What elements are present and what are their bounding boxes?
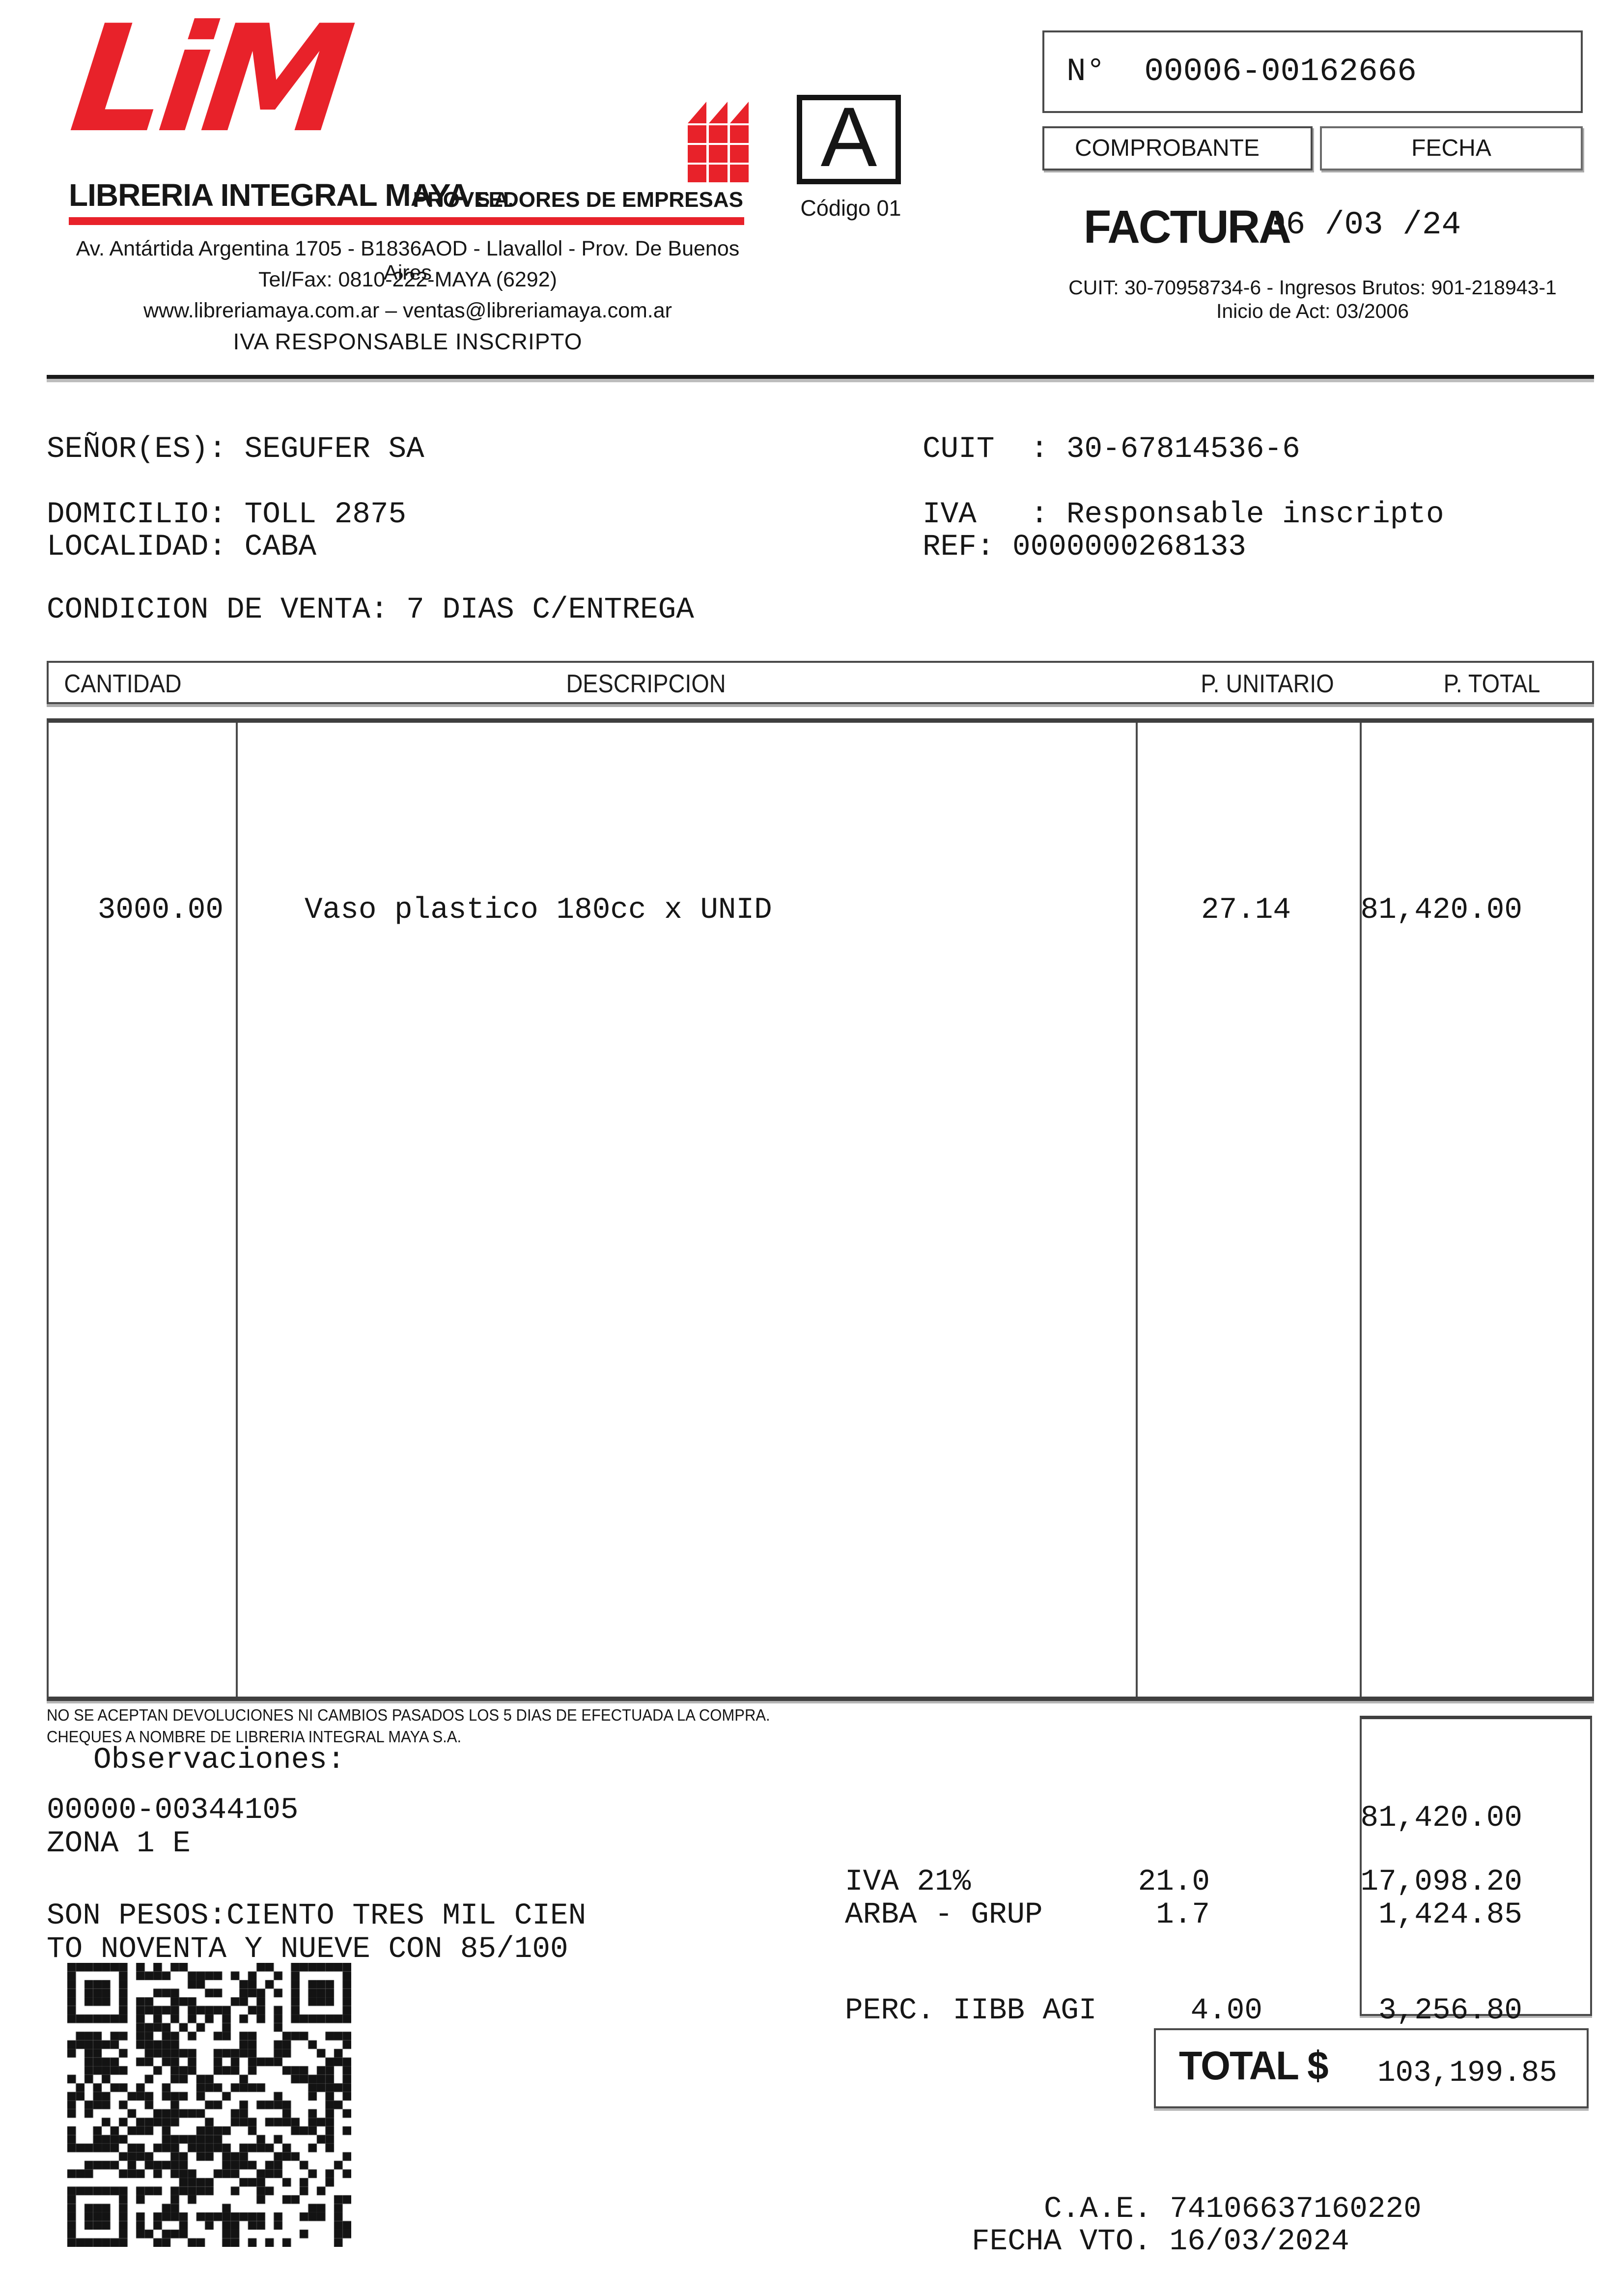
comprobante-label: COMPROBANTE [1075, 135, 1260, 161]
document-date: 06 /03 /24 [1266, 206, 1461, 243]
tax-amount: 1,424.85 [1378, 1898, 1522, 1932]
sale-condition-line: CONDICION DE VENTA: 7 DIAS C/ENTREGA [47, 593, 694, 627]
company-iva-status: IVA RESPONSABLE INSCRIPTO [233, 329, 583, 354]
row-ptotal: 81,420.00 [1360, 893, 1522, 927]
row-punitario: 27.14 [1201, 893, 1291, 927]
fecha-label: FECHA [1411, 135, 1491, 161]
column-header-cantidad: CANTIDAD [64, 670, 182, 698]
amount-in-words-line2: TO NOVENTA Y NUEVE CON 85/100 [47, 1932, 568, 1966]
column-header-punitario: P. UNITARIO [1201, 670, 1334, 698]
customer-iva-line: IVA : Responsable inscripto [923, 498, 1444, 532]
totals-column-box [1360, 1716, 1592, 2016]
total-value: 103,199.85 [1377, 2056, 1557, 2090]
customer-ref-line: REF: 0000000268133 [923, 530, 1246, 564]
customer-city-line: LOCALIDAD: CABA [47, 530, 317, 564]
column-header-ptotal: P. TOTAL [1443, 670, 1540, 698]
company-name-line: LIBRERIA INTEGRAL MAYA S.A. [69, 177, 513, 213]
company-web: www.libreriamaya.com.ar – ventas@libreri… [143, 299, 672, 322]
document-type-title: FACTURA [1084, 201, 1291, 253]
returns-notice-line1: NO SE ACEPTAN DEVOLUCIONES NI CAMBIOS PA… [47, 1706, 770, 1724]
cae-due-date-line: FECHA VTO. 16/03/2024 [972, 2225, 1349, 2259]
tax-rate: 4.00 [1190, 1994, 1262, 2028]
total-box [1154, 2028, 1589, 2108]
internal-reference-number: 00000-00344105 [47, 1793, 299, 1827]
table-body-box [47, 718, 1594, 1701]
tax-rate: 1.7 [1156, 1898, 1210, 1932]
amount-in-words-line1: SON PESOS:CIENTO TRES MIL CIEN [47, 1899, 587, 1933]
column-header-descripcion: DESCRIPCION [566, 670, 726, 698]
invoice-letter-code: Código 01 [800, 196, 901, 221]
table-column-line-2 [1136, 723, 1138, 1697]
comprobante-box: COMPROBANTE [1042, 126, 1313, 170]
invoice-letter-box: A [797, 95, 901, 184]
tax-label: IVA 21% [845, 1865, 971, 1899]
zone-label: ZONA 1 E [47, 1827, 191, 1861]
company-cuit-line: CUIT: 30-70958734-6 - Ingresos Brutos: 9… [1068, 276, 1557, 299]
invoice-number: N° 00006-00162666 [1066, 53, 1417, 90]
total-label: TOTAL $ [1179, 2043, 1329, 2088]
row-cantidad: 3000.00 [97, 893, 224, 927]
company-logo: LiM [63, 0, 355, 165]
tax-label: ARBA - GRUP [845, 1898, 1043, 1932]
customer-name-line: SEÑOR(ES): SEGUFER SA [47, 432, 424, 466]
cae-line: C.A.E. 74106637160220 [1044, 2192, 1422, 2226]
tax-label: PERC. IIBB AGI [845, 1994, 1097, 2028]
customer-cuit-line: CUIT : 30-67814536-6 [923, 432, 1300, 466]
company-address: Av. Antártida Argentina 1705 - B1836AOD … [76, 237, 740, 284]
table-column-line-3 [1360, 723, 1362, 1697]
company-inicio-line: Inicio de Act: 03/2006 [1216, 300, 1409, 322]
invoice-letter: A [820, 90, 877, 184]
row-descripcion: Vaso plastico 180cc x UNID [305, 893, 772, 927]
subtotal-amount: 81,420.00 [1360, 1801, 1522, 1835]
tax-amount: 3,256.80 [1378, 1994, 1522, 2028]
invoice-number-box: N° 00006-00162666 [1042, 30, 1583, 113]
factory-icon [688, 102, 749, 182]
tax-rate: 21.0 [1138, 1865, 1210, 1899]
table-header-row [47, 661, 1594, 704]
red-divider-bar [69, 217, 744, 225]
tax-amount: 17,098.20 [1360, 1865, 1522, 1899]
table-column-line-1 [236, 723, 238, 1697]
qr-code [67, 1963, 351, 2247]
customer-address-line: DOMICILIO: TOLL 2875 [47, 498, 407, 532]
company-tagline: PROVEEDORES DE EMPRESAS [413, 188, 743, 212]
company-name: LIBRERIA INTEGRAL MAYA [69, 177, 469, 213]
observaciones-label: Observaciones: [93, 1743, 345, 1777]
header-divider-line [47, 375, 1594, 379]
company-suffix: S.A. [476, 189, 513, 210]
fecha-box: FECHA [1320, 126, 1583, 170]
company-phone: Tel/Fax: 0810-222-MAYA (6292) [258, 268, 557, 291]
returns-notice-line2: CHEQUES A NOMBRE DE LIBRERIA INTEGRAL MA… [47, 1728, 462, 1746]
